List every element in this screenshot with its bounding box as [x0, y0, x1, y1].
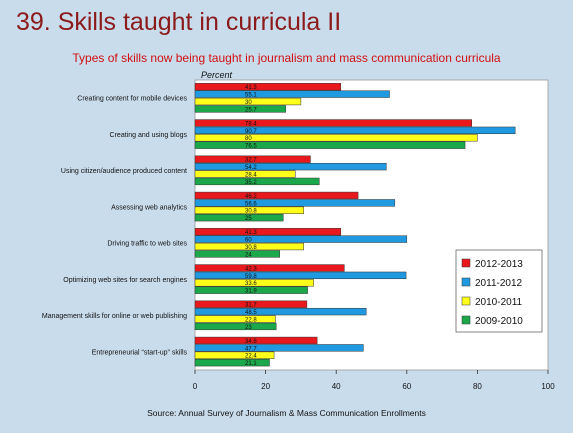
bar	[194, 191, 359, 200]
data-label: 31.9	[245, 289, 257, 295]
x-tick-label: 100	[541, 382, 555, 391]
legend-swatch	[461, 315, 471, 325]
data-label: 23	[245, 325, 252, 331]
bar	[194, 177, 320, 186]
category-label: Creating content for mobile devices	[77, 96, 187, 103]
bar	[194, 264, 345, 272]
bar	[194, 90, 390, 98]
category-label: Assessing web analytics	[111, 204, 187, 211]
bar	[194, 279, 314, 287]
legend-label: 2011-2012	[475, 278, 523, 289]
bar	[194, 155, 311, 163]
data-label: 25.7	[245, 107, 257, 113]
bar	[194, 271, 407, 280]
category-label: Creating and using blogs	[110, 132, 188, 139]
bar	[194, 83, 342, 91]
legend-swatch	[461, 258, 471, 268]
data-label: 55.1	[245, 93, 257, 99]
bar	[194, 214, 284, 222]
bar	[194, 235, 408, 243]
data-label: 46.2	[245, 194, 257, 200]
legend-swatch	[461, 277, 471, 287]
x-tick-label: 20	[261, 382, 270, 391]
bar	[194, 134, 478, 142]
data-label: 28.4	[245, 172, 257, 178]
data-label: 22.8	[245, 317, 257, 323]
x-tick-label: 40	[332, 382, 341, 391]
bar	[194, 199, 396, 207]
data-label: 42.3	[245, 266, 257, 272]
data-label: 30	[245, 100, 252, 106]
x-tick-label: 80	[473, 382, 482, 391]
category-label: Using citizen/audience produced content	[61, 168, 187, 175]
bar	[194, 170, 296, 178]
category-label: Optimizing web sites for search engines	[63, 277, 187, 284]
source-note: Source: Annual Survey of Journalism & Ma…	[147, 408, 426, 418]
bar	[194, 126, 516, 135]
data-label: 80	[245, 136, 252, 142]
bar	[194, 315, 276, 323]
category-label: Entrepreneurial “start-up” skills	[92, 349, 188, 356]
data-label: 35.2	[245, 180, 257, 186]
legend-label: 2012-2013	[475, 259, 523, 270]
bar	[194, 105, 286, 113]
data-label: 90.7	[245, 129, 257, 135]
data-label: 47.7	[245, 346, 257, 352]
bar	[194, 359, 270, 367]
data-label: 48.5	[245, 310, 257, 316]
data-label: 60	[245, 238, 252, 244]
x-tick-label: 0	[193, 382, 198, 391]
data-label: 33.6	[245, 281, 257, 287]
bar	[194, 206, 304, 214]
data-label: 34.6	[245, 339, 257, 345]
bar	[194, 344, 364, 352]
data-label: 30.8	[245, 209, 257, 215]
data-label: 41.3	[245, 85, 257, 91]
bar	[194, 228, 342, 236]
data-label: 76.5	[245, 144, 257, 150]
data-label: 24	[245, 252, 252, 258]
bar	[194, 162, 387, 171]
bar	[194, 336, 318, 345]
legend-label: 2010-2011	[475, 297, 523, 308]
category-label: Driving traffic to web sites	[107, 241, 187, 248]
bar	[194, 119, 473, 127]
bar	[194, 242, 304, 251]
legend-swatch	[461, 296, 471, 306]
bar	[194, 286, 308, 294]
data-label: 78.4	[245, 121, 257, 127]
data-label: 21.1	[245, 361, 257, 367]
category-label: Management skills for online or web publ…	[42, 313, 187, 320]
data-label: 30.8	[245, 245, 257, 251]
data-label: 22.4	[245, 354, 257, 360]
data-label: 31.7	[245, 303, 257, 309]
x-tick-label: 60	[402, 382, 411, 391]
bar	[194, 322, 277, 331]
axis-unit-label: Percent	[201, 70, 233, 80]
data-label: 32.7	[245, 158, 257, 164]
data-label: 54.2	[245, 165, 257, 171]
data-label: 25	[245, 216, 252, 222]
bar	[194, 351, 275, 359]
bar	[194, 307, 367, 316]
data-label: 41.3	[245, 230, 257, 236]
bar	[194, 250, 280, 258]
legend-label: 2009-2010	[475, 316, 523, 327]
bar	[194, 300, 308, 308]
legend-box	[455, 249, 543, 333]
slide-title: 39. Skills taught in curricula II	[16, 8, 342, 36]
bar	[194, 141, 466, 149]
bar	[194, 97, 302, 106]
data-label: 56.6	[245, 201, 257, 207]
data-label: 59.8	[245, 274, 257, 280]
slide-subtitle: Types of skills now being taught in jour…	[72, 51, 501, 65]
